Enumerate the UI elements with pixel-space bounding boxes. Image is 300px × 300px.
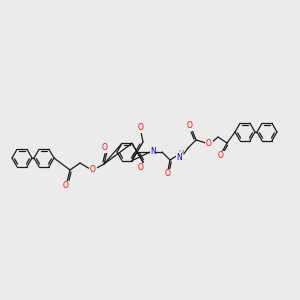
Text: O: O	[138, 124, 144, 133]
Text: O: O	[138, 164, 144, 172]
Text: O: O	[102, 143, 108, 152]
Text: H: H	[178, 150, 184, 156]
Text: N: N	[176, 152, 182, 161]
Text: O: O	[63, 182, 69, 190]
Text: O: O	[218, 152, 224, 160]
Text: O: O	[206, 139, 212, 148]
Text: O: O	[90, 164, 96, 173]
Text: O: O	[187, 122, 193, 130]
Text: N: N	[150, 148, 156, 157]
Text: O: O	[165, 169, 171, 178]
